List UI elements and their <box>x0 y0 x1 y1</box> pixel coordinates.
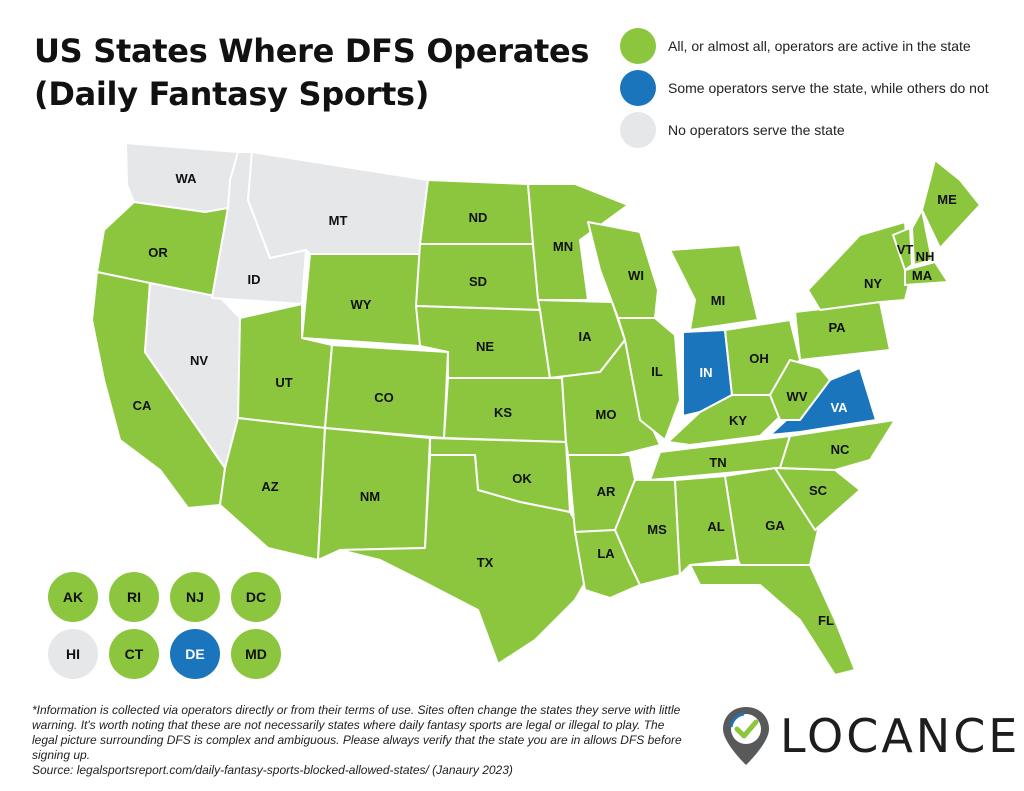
source-text: Source: legalsportsreport.com/daily-fant… <box>32 763 513 777</box>
state-label-ks: KS <box>494 405 512 420</box>
state-label-nh: NH <box>916 249 935 264</box>
state-bubble-ri: RI <box>109 572 159 622</box>
title-line-2: (Daily Fantasy Sports) <box>34 75 430 113</box>
state-al <box>674 475 739 576</box>
legend-swatch-none <box>620 112 656 148</box>
state-bubble-md: MD <box>231 629 281 679</box>
legend-item-some: Some operators serve the state, while ot… <box>620 70 989 106</box>
state-ma <box>904 261 949 286</box>
state-vt <box>892 227 913 271</box>
title-line-1: US States Where DFS Operates <box>34 32 590 70</box>
legend-label-some: Some operators serve the state, while ot… <box>668 80 989 96</box>
state-label-mo: MO <box>596 407 617 422</box>
state-il <box>617 317 681 441</box>
state-bubble-hi: HI <box>48 629 98 679</box>
state-label-va: VA <box>830 400 848 415</box>
legend-label-all: All, or almost all, operators are active… <box>668 38 971 54</box>
logo-text: LOCANCE <box>780 709 1021 763</box>
state-label-wy: WY <box>351 297 372 312</box>
state-label-co: CO <box>374 390 394 405</box>
state-fl <box>689 564 856 676</box>
state-label-la: LA <box>597 546 615 561</box>
legend-item-none: No operators serve the state <box>620 112 845 148</box>
footnote-text: *Information is collected via operators … <box>32 703 682 762</box>
state-label-me: ME <box>937 192 957 207</box>
footnote: *Information is collected via operators … <box>32 703 692 778</box>
state-mn <box>527 183 629 301</box>
state-label-in: IN <box>700 365 713 380</box>
state-label-ca: CA <box>133 398 152 413</box>
state-me <box>921 159 981 249</box>
state-label-vt: VT <box>897 242 914 257</box>
state-ny <box>807 221 911 311</box>
legend-label-none: No operators serve the state <box>668 122 845 138</box>
state-label-az: AZ <box>261 479 278 494</box>
state-label-mi: MI <box>711 293 725 308</box>
state-label-pa: PA <box>828 320 846 335</box>
state-label-ga: GA <box>765 518 785 533</box>
state-label-tx: TX <box>477 555 494 570</box>
state-mi <box>669 244 759 331</box>
state-bubble-nj: NJ <box>170 572 220 622</box>
state-label-sd: SD <box>469 274 487 289</box>
state-label-ar: AR <box>597 484 616 499</box>
state-label-mt: MT <box>329 213 348 228</box>
state-label-wv: WV <box>787 389 808 404</box>
state-wv <box>769 359 831 421</box>
legend-swatch-all <box>620 28 656 64</box>
state-bubble-ct: CT <box>109 629 159 679</box>
state-label-ms: MS <box>647 522 667 537</box>
state-label-fl: FL <box>818 613 834 628</box>
state-label-ut: UT <box>275 375 292 390</box>
state-label-nc: NC <box>831 442 850 457</box>
state-mt <box>247 151 429 259</box>
state-label-oh: OH <box>749 351 769 366</box>
locance-logo: LOCANCE <box>720 705 1020 767</box>
state-label-ok: OK <box>512 471 532 486</box>
state-label-il: IL <box>651 364 663 379</box>
state-nh <box>911 209 933 266</box>
us-map-svg: WA OR CA NV ID MT WY UT AZ CO NM ND SD NE KS OK TX MN IA MO… <box>91 142 981 676</box>
state-label-or: OR <box>148 245 168 260</box>
state-label-ky: KY <box>729 413 747 428</box>
state-bubble-ak: AK <box>48 572 98 622</box>
state-label-id: ID <box>248 272 261 287</box>
legend-swatch-some <box>620 70 656 106</box>
state-bubble-de: DE <box>170 629 220 679</box>
state-label-ia: IA <box>579 329 593 344</box>
state-label-ma: MA <box>912 268 933 283</box>
state-tx <box>339 454 599 665</box>
map-pin-check-icon <box>723 707 769 765</box>
state-label-tn: TN <box>709 455 726 470</box>
state-label-nv: NV <box>190 353 208 368</box>
state-label-nm: NM <box>360 489 380 504</box>
state-bubble-dc: DC <box>231 572 281 622</box>
page-title: US States Where DFS Operates (Daily Fant… <box>34 30 589 116</box>
state-label-al: AL <box>707 519 724 534</box>
us-map: WA OR CA NV ID MT WY UT AZ CO NM ND SD NE KS OK TX MN IA MO… <box>91 142 981 676</box>
legend-item-all: All, or almost all, operators are active… <box>620 28 971 64</box>
state-label-mn: MN <box>553 239 573 254</box>
state-label-ne: NE <box>476 339 494 354</box>
state-nc <box>779 419 896 471</box>
state-mo <box>549 339 661 456</box>
state-label-wa: WA <box>176 171 198 186</box>
state-label-sc: SC <box>809 483 828 498</box>
state-label-nd: ND <box>469 210 488 225</box>
state-label-wi: WI <box>628 268 644 283</box>
state-label-ny: NY <box>864 276 882 291</box>
